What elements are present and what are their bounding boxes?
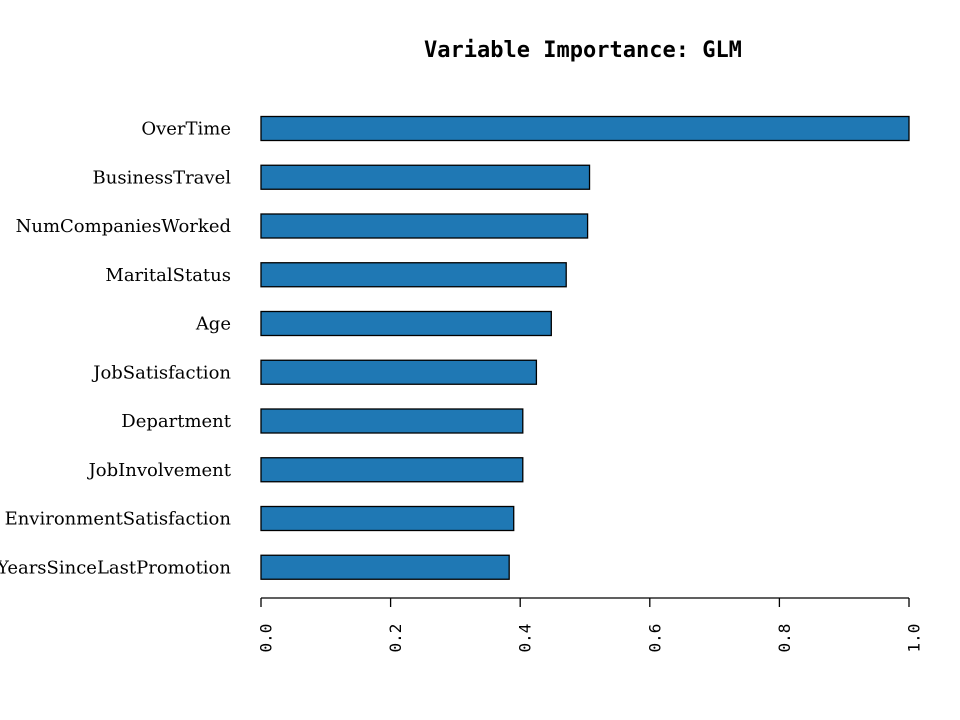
category-labels-group: OverTime BusinessTravel NumCompaniesWorked… (0, 119, 232, 579)
bar-JobInvolvement (260, 457, 524, 483)
x-tick-label: 0.2 (386, 624, 405, 653)
category-label: MaritalStatus (105, 265, 231, 286)
x-tick-label: 0.6 (645, 624, 664, 653)
category-label: NumCompaniesWorked (16, 216, 231, 237)
bar-JobSatisfaction (260, 359, 538, 385)
category-label: Department (121, 411, 231, 432)
x-tick-label: 0.0 (257, 624, 276, 653)
bars-group (260, 115, 910, 580)
bar-MaritalStatus (260, 262, 567, 288)
category-label: YearsSinceLastPromotion (0, 557, 231, 578)
category-label: Age (195, 314, 231, 335)
bar-YearsSinceLastPromotion (260, 554, 510, 580)
bar-EnvironmentSatisfaction (260, 505, 515, 532)
bar-Department (260, 408, 524, 434)
x-tick-label: 0.8 (775, 624, 794, 653)
x-tick-label: 1.0 (905, 624, 924, 653)
category-label: OverTime (141, 119, 231, 140)
bar-NumCompaniesWorked (260, 213, 589, 239)
bar-Age (260, 310, 552, 337)
chart-title: Variable Importance: GLM (424, 38, 742, 63)
x-axis: 0.0 0.2 0.4 0.6 0.8 1.0 (257, 597, 924, 653)
x-tick-label: 0.4 (516, 624, 535, 653)
bar-BusinessTravel (260, 164, 591, 190)
category-label: EnvironmentSatisfaction (5, 509, 232, 530)
bar-OverTime (260, 115, 910, 142)
category-label: JobInvolvement (87, 460, 232, 481)
category-label: JobSatisfaction (91, 362, 231, 383)
category-label: BusinessTravel (93, 167, 232, 188)
